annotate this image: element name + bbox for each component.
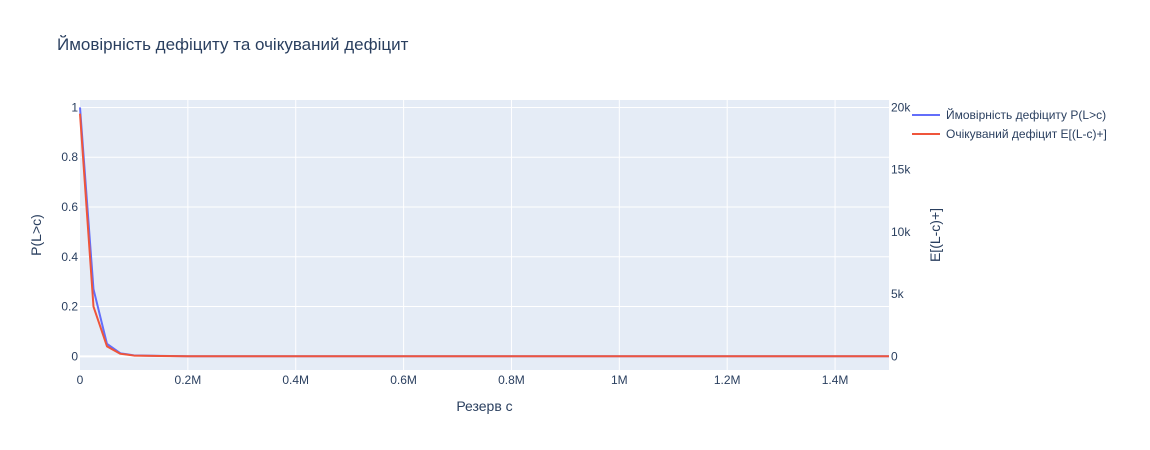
x-tick-label: 1M: [611, 373, 628, 387]
y-tick-label: 0: [71, 349, 78, 363]
series-lines: [79, 107, 889, 358]
x-tick-label: 0.8M: [498, 373, 525, 387]
series-line-1: [79, 113, 889, 358]
grid: [80, 100, 889, 370]
legend-item-e[interactable]: Очікуваний дефіцит E[(L-c)+]: [912, 127, 1107, 141]
x-tick-label: 0.2M: [175, 373, 202, 387]
y-axis-title: P(L>c): [28, 214, 44, 256]
legend-label-p: Ймовірність дефіциту P(L>c): [946, 107, 1106, 122]
y-tick-label: 0.6: [61, 200, 78, 214]
legend[interactable]: Ймовірність дефіциту P(L>c) Очікуваний д…: [912, 107, 1107, 141]
y-tick-label: 1: [71, 100, 78, 114]
y2-tick-label: 20k: [891, 100, 911, 114]
x-tick-label: 1.4M: [822, 373, 849, 387]
y2-tick-label: 5k: [891, 287, 905, 301]
x-tick-label: 1.2M: [714, 373, 741, 387]
legend-label-e: Очікуваний дефіцит E[(L-c)+]: [946, 127, 1107, 141]
y-tick-label: 0.4: [61, 250, 78, 264]
x-tick-label: 0.6M: [390, 373, 417, 387]
plot-area: [80, 100, 889, 370]
y2-tick-label: 15k: [891, 163, 911, 177]
axis-ticks: 0 0.2M 0.4M 0.6M 0.8M 1M 1.2M 1.4M 0 0.2 0.4 0.6 0.8…: [61, 100, 911, 387]
x-tick-label: 0.4M: [282, 373, 309, 387]
y-tick-label: 0.8: [61, 150, 78, 164]
y-tick-label: 0.2: [61, 300, 78, 314]
legend-item-p[interactable]: Ймовірність дефіциту P(L>c): [912, 107, 1106, 122]
y2-axis-title: E[(L-c)+]: [927, 208, 943, 262]
x-tick-label: 0: [77, 373, 84, 387]
y2-tick-label: 0: [891, 349, 898, 363]
y2-tick-label: 10k: [891, 225, 911, 239]
x-axis-title: Резерв c: [456, 398, 512, 414]
chart-title: Ймовірність дефіциту та очікуваний дефіц…: [57, 35, 409, 54]
